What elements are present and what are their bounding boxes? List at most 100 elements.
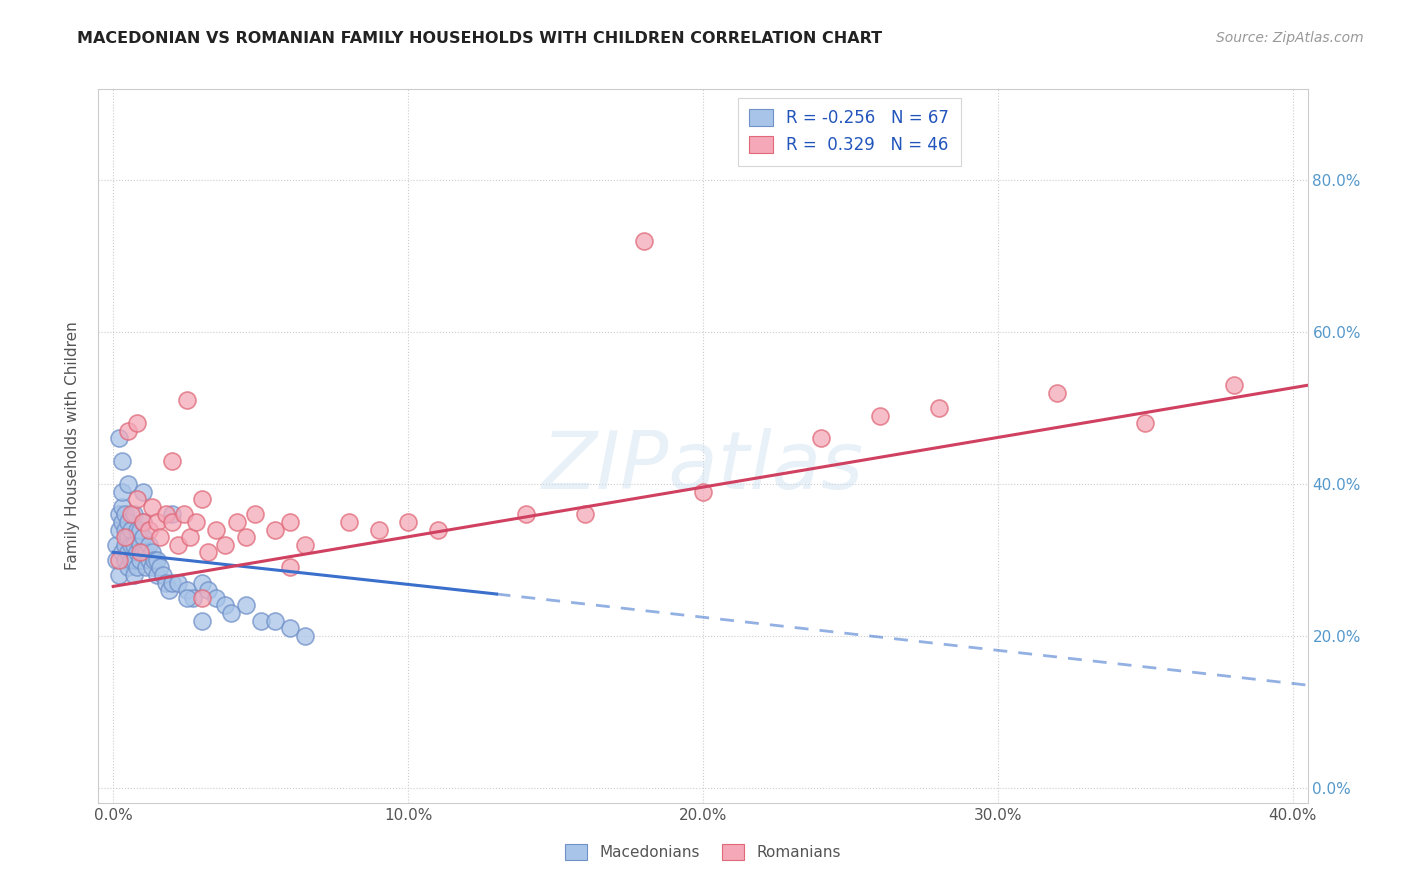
Point xyxy=(367,523,389,537)
Point xyxy=(155,575,177,590)
Point xyxy=(176,583,198,598)
Point xyxy=(122,508,145,522)
Point xyxy=(131,545,153,559)
Point xyxy=(108,523,131,537)
Point xyxy=(179,530,201,544)
Point xyxy=(278,621,301,635)
Point xyxy=(138,553,160,567)
Point xyxy=(633,234,655,248)
Point xyxy=(117,545,139,559)
Point xyxy=(111,484,134,499)
Point xyxy=(108,508,131,522)
Point xyxy=(264,614,287,628)
Point xyxy=(125,416,148,430)
Point xyxy=(117,424,139,438)
Point xyxy=(810,431,832,445)
Point xyxy=(141,500,163,514)
Point xyxy=(155,508,177,522)
Point xyxy=(190,575,212,590)
Point xyxy=(235,599,257,613)
Point xyxy=(122,538,145,552)
Point xyxy=(122,553,145,567)
Point xyxy=(396,515,419,529)
Point xyxy=(264,523,287,537)
Point xyxy=(294,538,316,552)
Point xyxy=(117,530,139,544)
Point xyxy=(243,508,266,522)
Point xyxy=(128,523,150,537)
Point xyxy=(141,560,163,574)
Point xyxy=(108,568,131,582)
Point xyxy=(114,530,136,544)
Point xyxy=(278,560,301,574)
Point xyxy=(114,523,136,537)
Point xyxy=(105,553,128,567)
Point xyxy=(869,409,891,423)
Point xyxy=(160,454,183,468)
Point xyxy=(173,508,195,522)
Point xyxy=(114,538,136,552)
Point xyxy=(205,591,228,605)
Point xyxy=(337,515,360,529)
Text: Source: ZipAtlas.com: Source: ZipAtlas.com xyxy=(1216,31,1364,45)
Point xyxy=(235,530,257,544)
Point xyxy=(120,553,142,567)
Point xyxy=(205,523,228,537)
Point xyxy=(108,431,131,445)
Point xyxy=(294,629,316,643)
Point xyxy=(190,614,212,628)
Point xyxy=(138,538,160,552)
Point xyxy=(125,560,148,574)
Point xyxy=(190,591,212,605)
Point xyxy=(149,560,172,574)
Point xyxy=(131,515,153,529)
Point xyxy=(157,583,180,598)
Point xyxy=(131,515,153,529)
Point xyxy=(146,553,169,567)
Point xyxy=(214,538,236,552)
Point xyxy=(692,484,714,499)
Point xyxy=(111,515,134,529)
Y-axis label: Family Households with Children: Family Households with Children xyxy=(65,322,80,570)
Point xyxy=(117,515,139,529)
Point xyxy=(1135,416,1157,430)
Point xyxy=(197,545,219,559)
Point xyxy=(278,515,301,529)
Point xyxy=(167,538,190,552)
Point xyxy=(160,508,183,522)
Point xyxy=(226,515,249,529)
Point xyxy=(152,568,174,582)
Point xyxy=(176,393,198,408)
Point xyxy=(184,515,207,529)
Point xyxy=(108,553,131,567)
Point xyxy=(125,492,148,507)
Point xyxy=(249,614,271,628)
Point xyxy=(117,477,139,491)
Point xyxy=(160,575,183,590)
Point xyxy=(219,606,242,620)
Point xyxy=(138,523,160,537)
Point xyxy=(160,515,183,529)
Point xyxy=(146,568,169,582)
Point xyxy=(1223,378,1246,392)
Point xyxy=(111,545,134,559)
Point xyxy=(515,508,537,522)
Point xyxy=(167,575,190,590)
Point xyxy=(181,591,204,605)
Point xyxy=(128,553,150,567)
Legend: Macedonians, Romanians: Macedonians, Romanians xyxy=(560,838,846,866)
Point xyxy=(105,538,128,552)
Point xyxy=(197,583,219,598)
Point xyxy=(125,523,148,537)
Text: MACEDONIAN VS ROMANIAN FAMILY HOUSEHOLDS WITH CHILDREN CORRELATION CHART: MACEDONIAN VS ROMANIAN FAMILY HOUSEHOLDS… xyxy=(77,31,883,46)
Point xyxy=(128,545,150,559)
Point xyxy=(111,454,134,468)
Point xyxy=(1046,385,1069,400)
Point xyxy=(426,523,449,537)
Point xyxy=(190,492,212,507)
Point xyxy=(141,545,163,559)
Point xyxy=(125,545,148,559)
Point xyxy=(114,508,136,522)
Point xyxy=(111,500,134,514)
Point xyxy=(122,568,145,582)
